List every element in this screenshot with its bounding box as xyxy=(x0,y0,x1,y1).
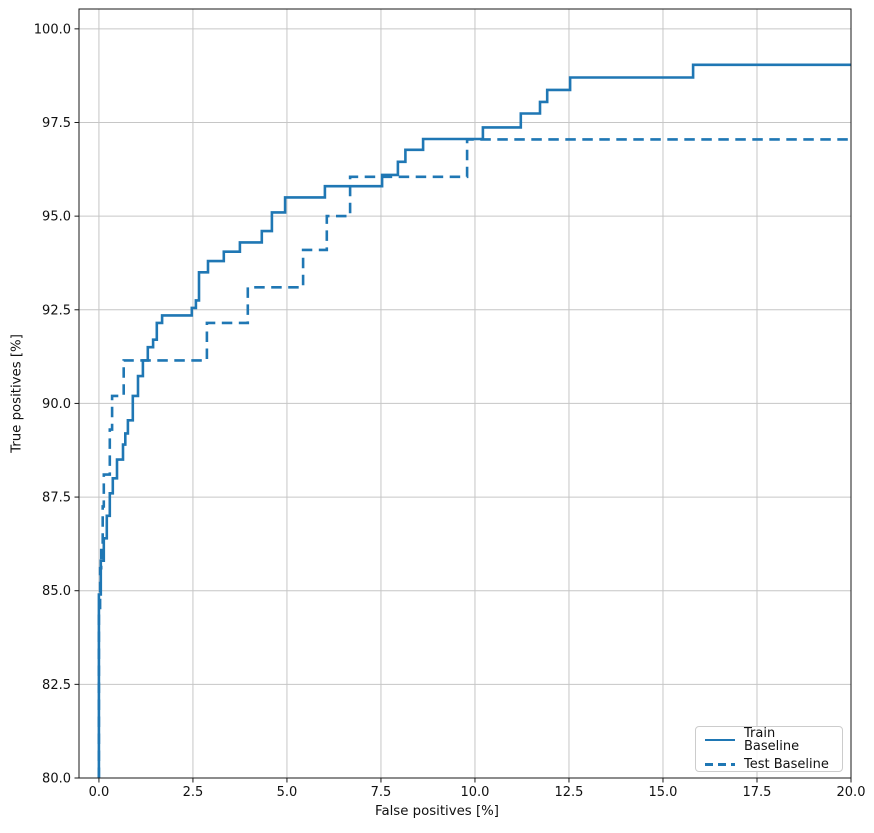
x-tick-label: 2.5 xyxy=(183,785,204,800)
y-tick-label: 92.5 xyxy=(42,303,71,318)
x-tick-label: 20.0 xyxy=(837,785,866,800)
y-tick-label: 95.0 xyxy=(42,210,71,225)
y-tick-label: 82.5 xyxy=(42,678,71,693)
x-tick-label: 10.0 xyxy=(460,785,489,800)
x-tick-label: 12.5 xyxy=(554,785,583,800)
y-tick-label: 100.0 xyxy=(34,22,71,37)
x-axis-label: False positives [%] xyxy=(375,804,499,819)
y-tick-label: 97.5 xyxy=(42,116,71,131)
x-tick-label: 5.0 xyxy=(277,785,298,800)
legend: Train Baseline Test Baseline xyxy=(695,726,843,772)
y-tick-label: 90.0 xyxy=(42,397,71,412)
series-train-baseline-line xyxy=(97,63,851,778)
x-tick-label: 17.5 xyxy=(743,785,772,800)
legend-label-train: Train Baseline xyxy=(744,726,800,754)
legend-entry-test: Test Baseline xyxy=(705,758,833,771)
legend-label-test: Test Baseline xyxy=(744,757,829,772)
x-tick-label: 15.0 xyxy=(649,785,678,800)
test-line-sample-icon xyxy=(705,763,735,766)
series-test-baseline-line xyxy=(97,138,851,778)
x-tick-label: 7.5 xyxy=(371,785,392,800)
y-tick-label: 80.0 xyxy=(42,772,71,787)
train-line-sample-icon xyxy=(705,738,735,742)
x-tick-label: 0.0 xyxy=(89,785,110,800)
y-axis-label: True positives [%] xyxy=(9,334,25,453)
axes-spines xyxy=(78,8,852,779)
legend-entry-train: Train Baseline xyxy=(705,727,833,753)
y-tick-label: 85.0 xyxy=(42,584,71,599)
y-tick-label: 87.5 xyxy=(42,491,71,506)
